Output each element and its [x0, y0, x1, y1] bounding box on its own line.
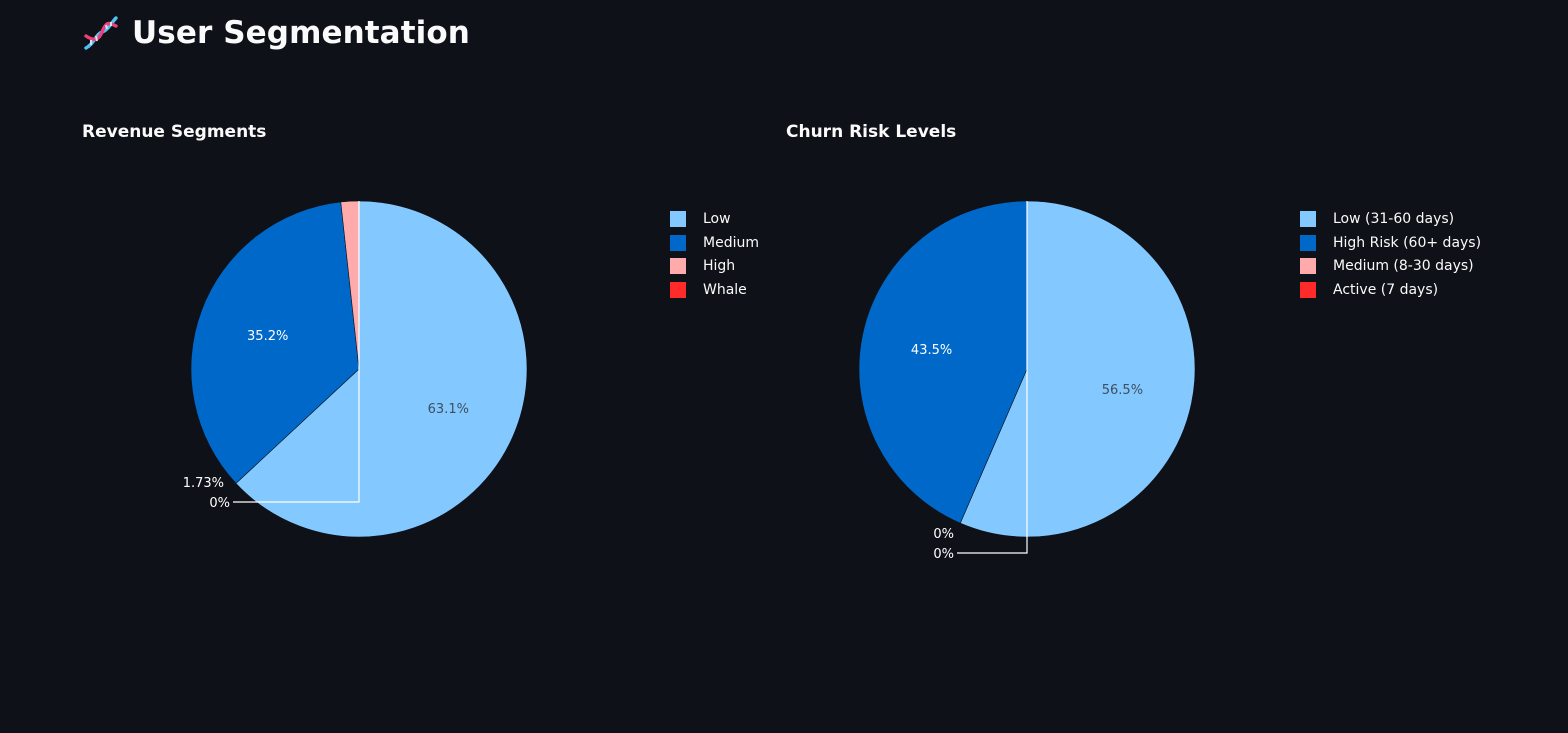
- pie-label-medium: 35.2%: [247, 329, 288, 344]
- pie-label-high-risk-60-days: 43.5%: [911, 343, 952, 358]
- pie-label-leader-active-7-days: [957, 201, 1028, 554]
- pie-label-low: 63.1%: [428, 402, 469, 417]
- legend-label: Whale: [703, 281, 747, 298]
- legend-item-active[interactable]: Active (7 days): [1300, 281, 1481, 300]
- dna-icon: [82, 14, 120, 52]
- page-title: User Segmentation: [132, 15, 470, 51]
- legend-label: High: [703, 258, 736, 275]
- legend-item-low[interactable]: Low: [670, 210, 759, 229]
- churn-pie-svg: 56.5% 43.5% 0% 0%: [858, 200, 1196, 562]
- pie-slice-high-risk-60-days[interactable]: [858, 200, 1028, 524]
- legend-item-whale[interactable]: Whale: [670, 281, 759, 300]
- churn-risk-chart: 56.5% 43.5% 0% 0% Churn Risk Levels Low (31…: [786, 118, 1486, 638]
- pie-label-low-31-60-days: 56.5%: [1102, 383, 1143, 398]
- legend-label: Medium (8-30 days): [1333, 258, 1474, 275]
- legend-swatch: [670, 234, 686, 251]
- legend-item-low-31-60[interactable]: Low (31-60 days): [1300, 210, 1481, 229]
- legend-item-high[interactable]: High: [670, 257, 759, 276]
- revenue-pie-svg: 63.1% 35.2% 1.73% 0%: [183, 200, 528, 538]
- legend-swatch: [1300, 258, 1316, 275]
- legend-item-medium[interactable]: Medium: [670, 234, 759, 253]
- legend-swatch: [670, 258, 686, 275]
- page-header: User Segmentation: [82, 14, 470, 52]
- legend-swatch: [1300, 211, 1316, 228]
- pie-label-whale: 0%: [209, 496, 230, 511]
- legend-label: High Risk (60+ days): [1333, 234, 1482, 251]
- chart-title: Revenue Segments: [82, 122, 267, 142]
- legend-label: Medium: [703, 234, 759, 251]
- legend-swatch: [670, 281, 686, 298]
- pie-slice-low-31-60-days[interactable]: [959, 200, 1196, 538]
- legend-label: Active (7 days): [1333, 281, 1439, 298]
- legend-item-medium-8-30[interactable]: Medium (8-30 days): [1300, 257, 1481, 276]
- legend-swatch: [670, 211, 686, 228]
- pie-label-medium-8-30-days: 0%: [933, 527, 954, 542]
- chart-title: Churn Risk Levels: [786, 122, 957, 142]
- legend-item-high-risk[interactable]: High Risk (60+ days): [1300, 234, 1481, 253]
- pie-label-leader-whale: [233, 201, 360, 503]
- legend-swatch: [1300, 234, 1316, 251]
- pie-label-active-7-days: 0%: [933, 547, 954, 562]
- churn-legend: Low (31-60 days) High Risk (60+ days) Me…: [1300, 210, 1481, 299]
- legend-swatch: [1300, 281, 1316, 298]
- revenue-segments-chart: 63.1% 35.2% 1.73% 0% Revenue Segments Low M…: [82, 118, 782, 638]
- legend-label: Low (31-60 days): [1333, 211, 1455, 228]
- pie-slice-low[interactable]: [235, 200, 528, 538]
- revenue-legend: Low Medium High Whale: [670, 210, 759, 299]
- pie-label-high: 1.73%: [183, 476, 224, 491]
- pie-slice-medium[interactable]: [190, 201, 360, 484]
- legend-label: Low: [703, 211, 731, 228]
